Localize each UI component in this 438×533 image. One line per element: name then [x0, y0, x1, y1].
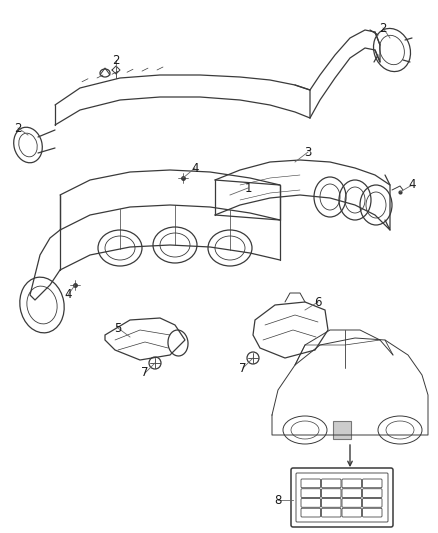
Text: 8: 8	[274, 494, 282, 506]
Text: 3: 3	[304, 146, 312, 158]
Text: 6: 6	[314, 295, 322, 309]
Text: 1: 1	[244, 182, 252, 195]
Bar	[333, 421, 351, 439]
Text: 7: 7	[239, 361, 247, 375]
Text: 2: 2	[379, 21, 387, 35]
Text: 5: 5	[114, 321, 122, 335]
Text: 4: 4	[191, 161, 199, 174]
Text: 4: 4	[64, 288, 72, 302]
Text: 2: 2	[14, 122, 22, 134]
Text: 4: 4	[408, 179, 416, 191]
Text: 2: 2	[112, 53, 120, 67]
Text: 7: 7	[141, 367, 149, 379]
